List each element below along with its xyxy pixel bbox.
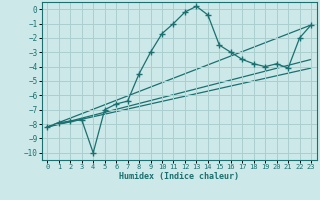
X-axis label: Humidex (Indice chaleur): Humidex (Indice chaleur) (119, 172, 239, 181)
